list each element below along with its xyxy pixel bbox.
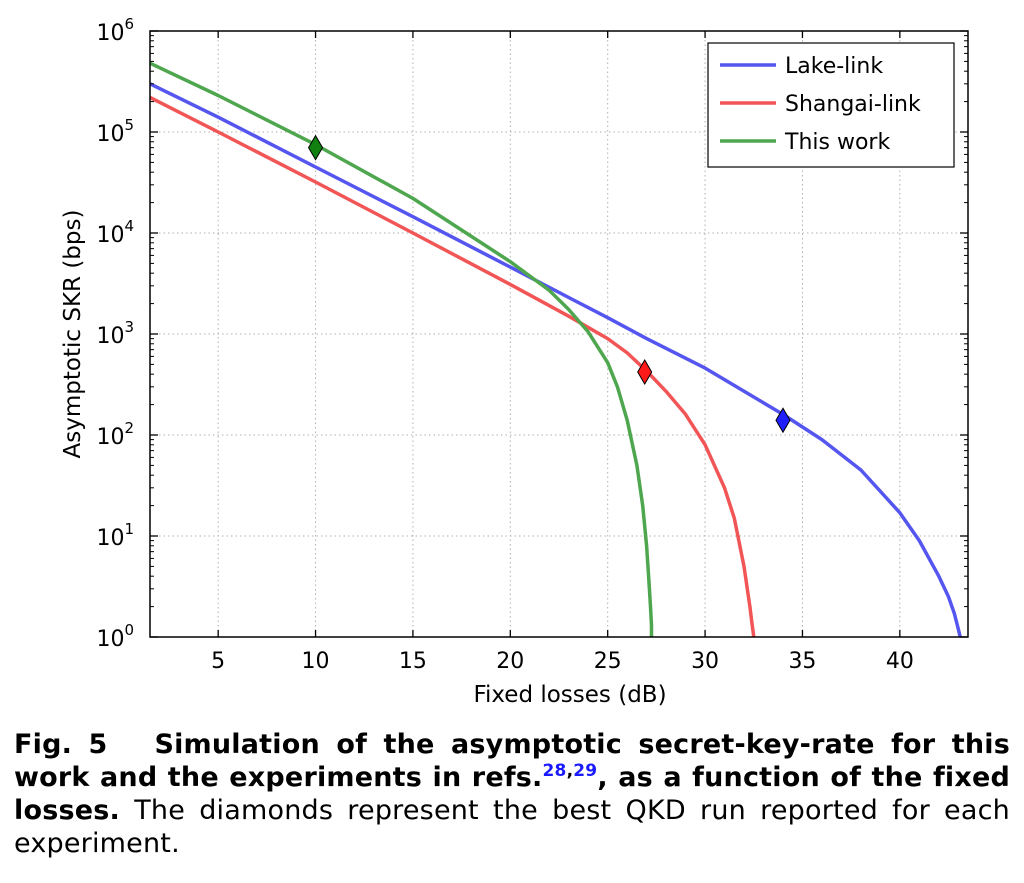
legend-label-1: Shangai-link (785, 92, 921, 117)
figure-label: Fig. 5 (14, 729, 108, 760)
x-tick-label: 40 (886, 649, 914, 674)
diamond-marker-0 (775, 407, 791, 434)
x-tick-label: 30 (691, 649, 719, 674)
grid (150, 31, 968, 637)
y-tick-label: 102 (96, 419, 134, 450)
y-tick-label: 103 (96, 318, 134, 349)
y-tick-label: 106 (96, 15, 134, 46)
x-tick-label: 25 (594, 649, 622, 674)
x-ticks: 5 10 15 20 25 30 35 40 (211, 31, 914, 674)
ref-link-29[interactable]: 29 (573, 761, 598, 781)
caption-body: The diamonds represent the best QKD run … (14, 795, 1010, 859)
y-axis-label: Asymptotic SKR (bps) (60, 210, 86, 459)
y-tick-label: 100 (96, 621, 134, 652)
diamond-marker-2 (307, 134, 324, 161)
series-line-2 (149, 61, 654, 637)
caption-title-end: , as a function of the fixed losses. (14, 762, 1011, 826)
legend-label-0: Lake-link (785, 54, 883, 79)
legend: Lake-link Shangai-link This work (707, 42, 955, 168)
x-axis-label: Fixed losses (dB) (473, 682, 666, 708)
diamond-marker-1 (637, 359, 653, 386)
skr-chart: 5 10 15 20 25 30 35 40 100 101 102 103 104 105 106 Fi… (60, 15, 969, 708)
x-tick-label: 15 (399, 649, 427, 674)
plot-markers (307, 134, 791, 434)
series-line-1 (149, 95, 756, 638)
caption-title: Simulation of the asymptotic secret-key-… (14, 729, 1010, 793)
y-tick-label: 101 (96, 520, 134, 551)
y-tick-label: 105 (96, 116, 134, 147)
y-tick-label: 104 (96, 217, 134, 248)
y-ticks: 100 101 102 103 104 105 106 (96, 15, 968, 652)
ref-separator: , (566, 761, 574, 781)
x-tick-label: 5 (211, 649, 225, 674)
x-tick-label: 10 (302, 649, 330, 674)
figure-caption: Fig. 5 Simulation of the asymptotic secr… (14, 728, 1010, 860)
x-tick-label: 20 (496, 649, 524, 674)
ref-link-28[interactable]: 28 (542, 761, 567, 781)
legend-label-2: This work (784, 130, 890, 155)
x-tick-label: 35 (788, 649, 816, 674)
